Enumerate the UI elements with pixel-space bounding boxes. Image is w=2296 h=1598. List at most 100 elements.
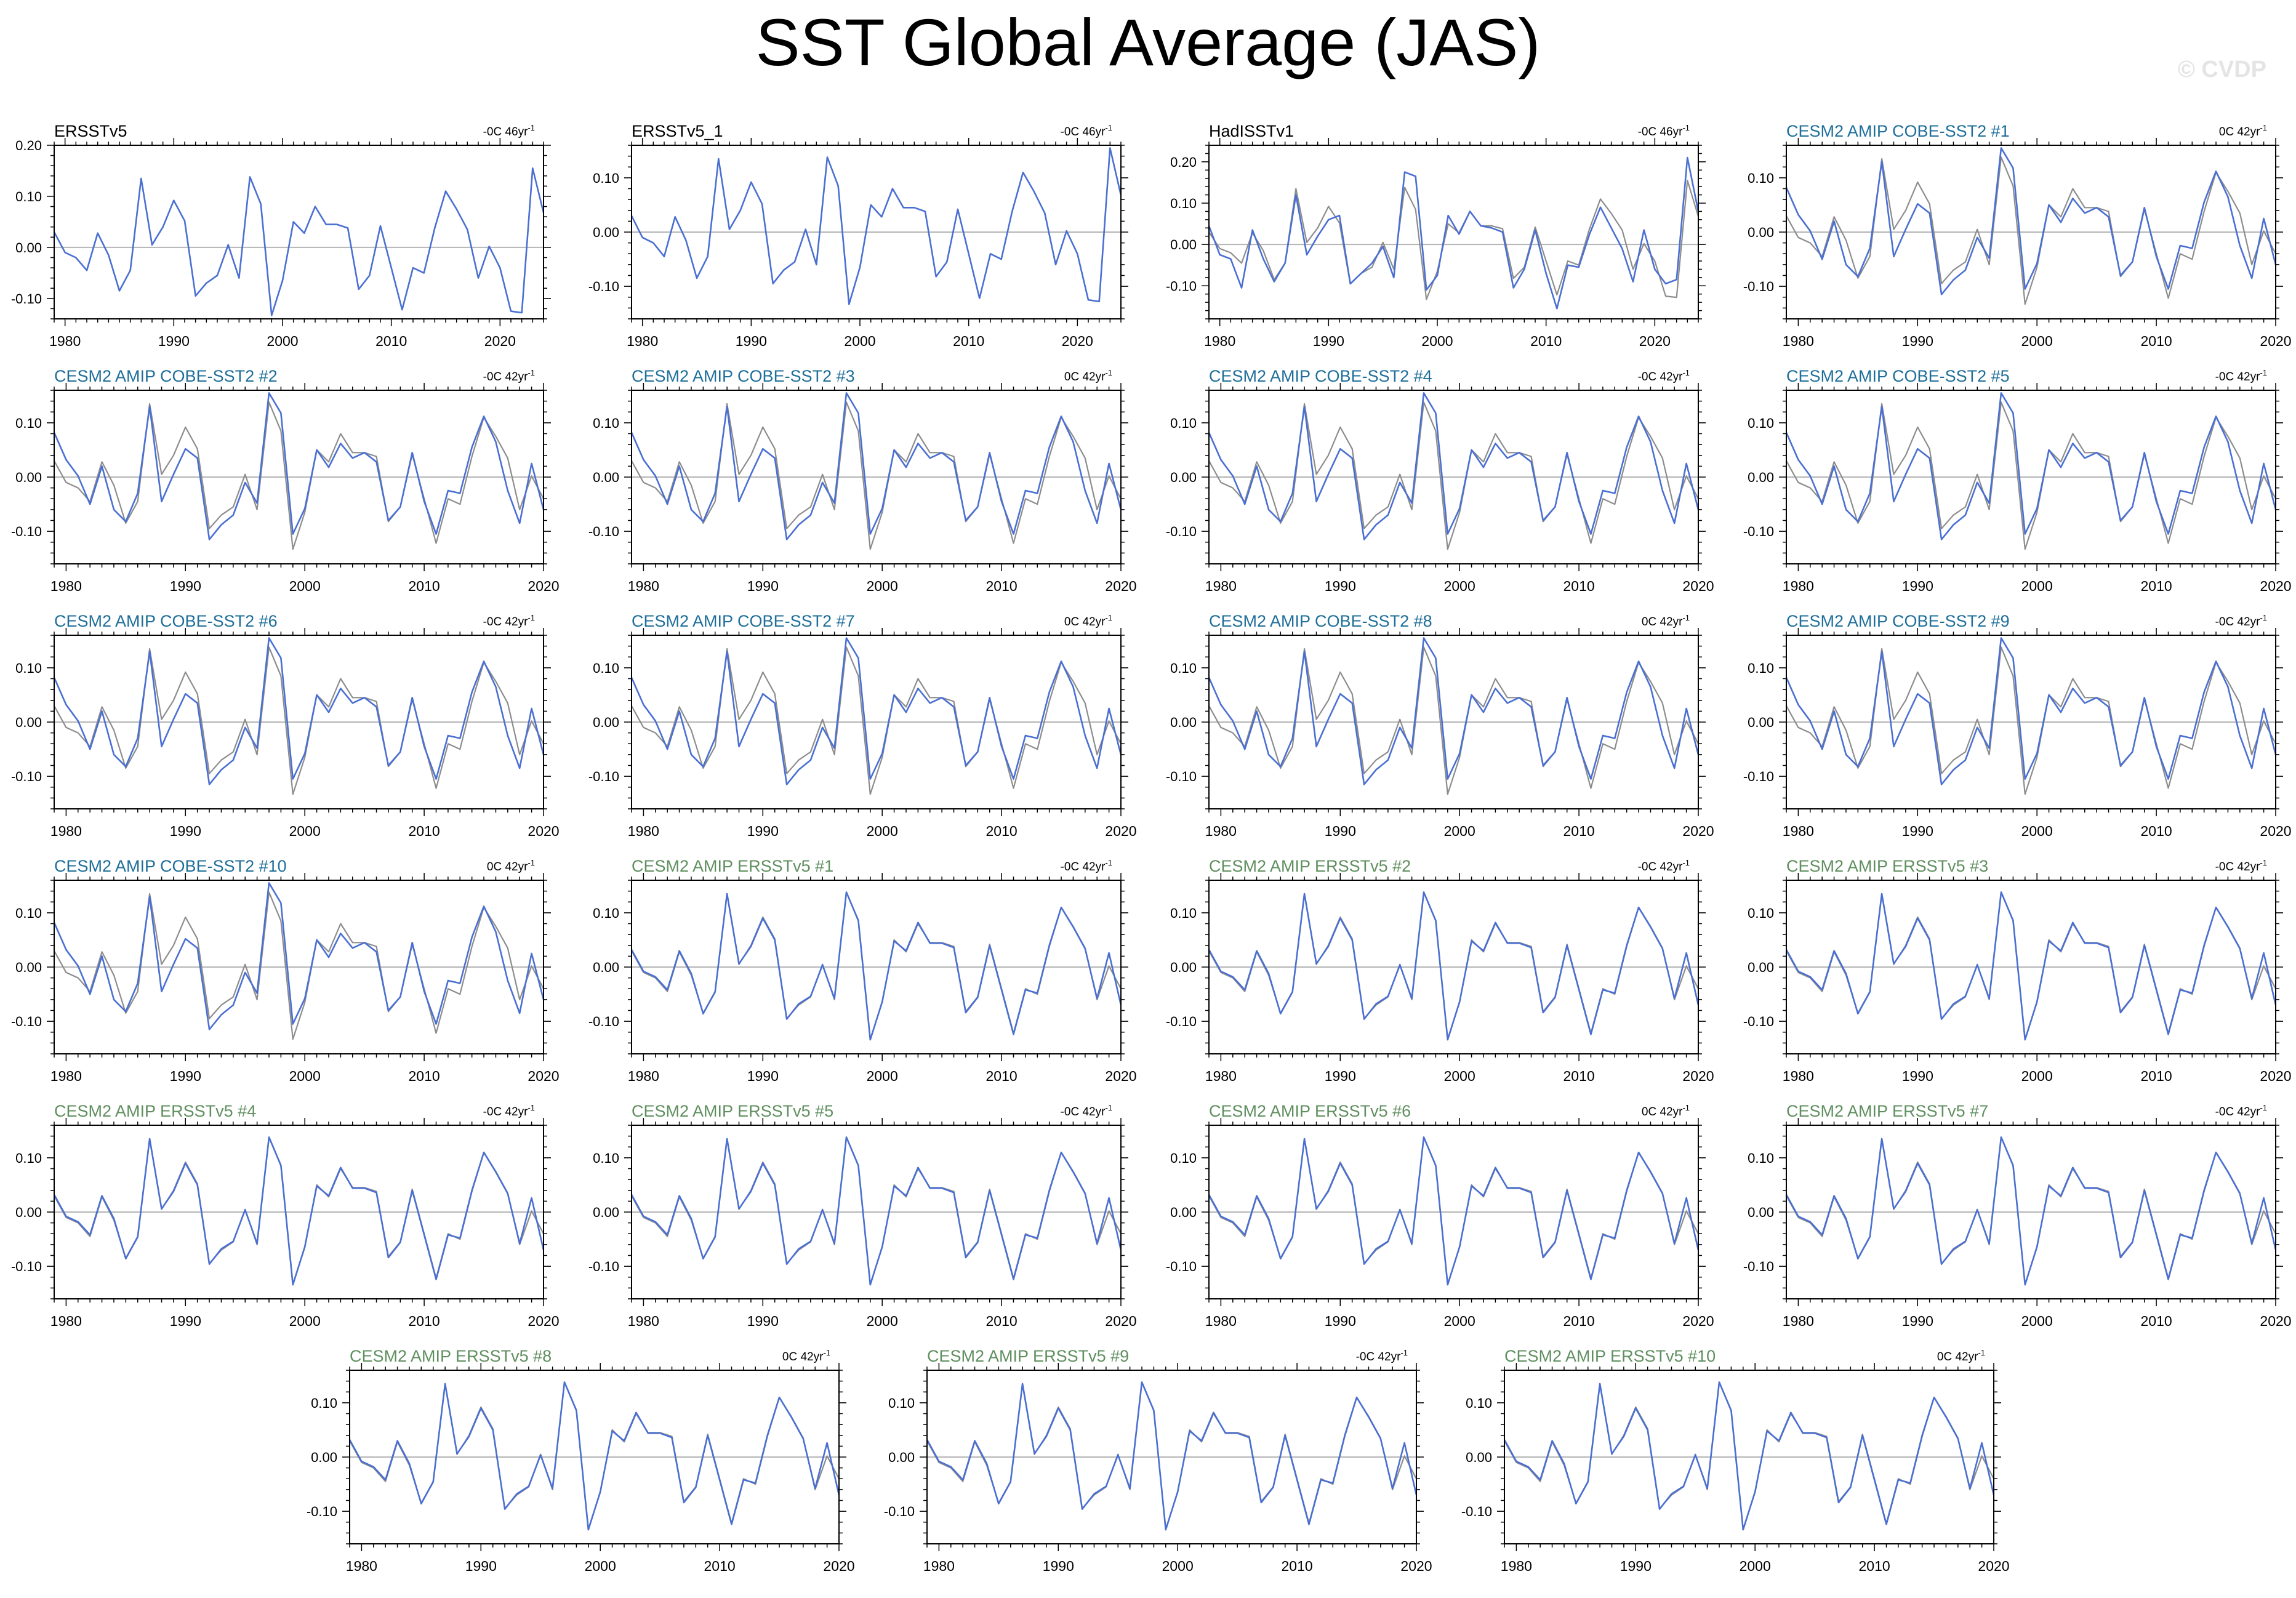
x-tick-label: 2000 <box>1444 1313 1475 1329</box>
trend-superscript: -1 <box>1682 613 1690 622</box>
y-tick-label: 0.10 <box>1748 171 1774 186</box>
x-tick-label: 1990 <box>158 333 190 349</box>
x-tick-label: 2020 <box>484 333 516 349</box>
x-tick-label: 2020 <box>528 1313 559 1329</box>
x-tick-label: 1990 <box>1313 333 1344 349</box>
y-tick-label: 0.10 <box>1170 660 1197 676</box>
x-tick-label: 1990 <box>1325 1313 1356 1329</box>
trend-superscript: -1 <box>1105 858 1112 867</box>
y-tick-label: 0.10 <box>1170 416 1197 431</box>
x-tick-label: 1980 <box>1783 1068 1814 1084</box>
panel-title: CESM2 AMIP COBE-SST2 #7 <box>632 612 855 630</box>
y-tick-label: 0.10 <box>15 1150 42 1166</box>
observed-series-line <box>1208 1136 1699 1285</box>
x-tick-label: 1990 <box>170 1313 201 1329</box>
x-tick-label: 2000 <box>1444 823 1475 839</box>
trend-label: -0C 46yr-1 <box>1638 123 1690 139</box>
panel-cesm2-amip-cobe-sst2-2: CESM2 AMIP COBE-SST2 #2 -0C 42yr-1 1980 199… <box>11 367 560 594</box>
x-tick-label: 1980 <box>1205 1313 1237 1329</box>
x-tick-label: 1980 <box>628 823 659 839</box>
x-tick-label: 1990 <box>170 1068 201 1084</box>
x-tick-label: 2010 <box>1859 1558 1890 1574</box>
y-tick-label: 0.00 <box>1748 225 1774 240</box>
y-tick-label: 0.20 <box>1170 155 1197 170</box>
y-tick-label: 0.10 <box>1466 1395 1492 1411</box>
y-tick-label: 0.10 <box>593 416 619 431</box>
panel-title: CESM2 AMIP COBE-SST2 #1 <box>1786 122 2010 140</box>
y-tick-label: 0.10 <box>1748 1150 1774 1166</box>
x-tick-label: 1980 <box>923 1558 955 1574</box>
model-series-line <box>1208 637 1700 785</box>
y-tick-label: 0.10 <box>1748 660 1774 676</box>
y-tick-label: 0.00 <box>593 225 619 240</box>
x-tick-label: 1990 <box>1902 1313 1933 1329</box>
panel-cesm2-amip-cobe-sst2-3: CESM2 AMIP COBE-SST2 #3 0C 42yr-1 1980 1990… <box>588 367 1137 594</box>
x-tick-label: 1990 <box>1325 1068 1356 1084</box>
x-tick-label: 1980 <box>628 1068 659 1084</box>
trend-label: -0C 42yr-1 <box>2215 613 2267 628</box>
x-tick-label: 2010 <box>1563 823 1595 839</box>
model-series-line <box>1208 1136 1700 1286</box>
y-tick-label: 0.00 <box>1170 715 1197 730</box>
trend-superscript: -1 <box>1978 1348 1985 1357</box>
panel-title: CESM2 AMIP COBE-SST2 #2 <box>54 367 278 385</box>
y-tick-label: 0.00 <box>1748 715 1774 730</box>
model-series-line <box>53 167 545 316</box>
model-series-line <box>1785 1136 2277 1286</box>
x-tick-label: 1990 <box>1620 1558 1652 1574</box>
x-tick-label: 2010 <box>986 1313 1018 1329</box>
x-tick-label: 2000 <box>1444 1068 1475 1084</box>
x-tick-label: 1990 <box>747 1068 779 1084</box>
observed-series-line <box>1208 180 1700 300</box>
y-tick-label: 0.10 <box>1170 196 1197 211</box>
y-tick-label: 0.00 <box>888 1450 915 1465</box>
panel-cesm2-amip-ersstv5-1: CESM2 AMIP ERSSTv5 #1 -0C 42yr-1 1980 1990 2… <box>588 857 1137 1084</box>
trend-label: 0C 42yr-1 <box>487 858 535 873</box>
panel-title: HadISSTv1 <box>1209 122 1294 140</box>
model-series-line <box>630 392 1122 540</box>
x-tick-label: 1980 <box>1204 333 1235 349</box>
y-tick-label: 0.00 <box>1748 960 1774 975</box>
trend-label: -0C 46yr-1 <box>483 123 535 139</box>
trend-superscript: -1 <box>528 613 535 622</box>
y-tick-label: -0.10 <box>588 1014 619 1029</box>
x-tick-label: 1980 <box>1783 578 1814 594</box>
panel-title: CESM2 AMIP COBE-SST2 #9 <box>1786 612 2010 630</box>
panel-cesm2-amip-cobe-sst2-8: CESM2 AMIP COBE-SST2 #8 0C 42yr-1 1980 1990… <box>1166 612 1714 839</box>
x-tick-label: 2020 <box>1682 823 1714 839</box>
x-tick-label: 2020 <box>1062 333 1093 349</box>
x-tick-label: 2010 <box>1563 1313 1595 1329</box>
x-tick-label: 2020 <box>1105 1313 1136 1329</box>
panel-title: CESM2 AMIP COBE-SST2 #10 <box>54 857 287 875</box>
x-tick-label: 2020 <box>1978 1558 2009 1574</box>
trend-label: 0C 42yr-1 <box>2219 123 2267 139</box>
panel-title: CESM2 AMIP ERSSTv5 #2 <box>1209 857 1411 875</box>
model-series-line <box>53 882 545 1030</box>
y-tick-label: 0.10 <box>1748 905 1774 921</box>
x-tick-label: 1990 <box>747 823 779 839</box>
x-tick-label: 2000 <box>2021 823 2053 839</box>
trend-label: -0C 46yr-1 <box>1061 123 1112 139</box>
x-tick-label: 1980 <box>1783 823 1814 839</box>
y-tick-label: -0.10 <box>588 279 619 294</box>
x-tick-label: 2020 <box>528 823 559 839</box>
observed-series-line <box>631 646 1122 795</box>
trend-label: -0C 42yr-1 <box>2215 858 2267 873</box>
x-tick-label: 1990 <box>1902 1068 1933 1084</box>
x-tick-label: 2020 <box>2260 1068 2291 1084</box>
plot-frame <box>1208 145 1699 319</box>
x-tick-label: 2020 <box>528 1068 559 1084</box>
x-tick-label: 2020 <box>2260 1313 2291 1329</box>
y-tick-label: 0.10 <box>1748 416 1774 431</box>
panel-cesm2-amip-cobe-sst2-6: CESM2 AMIP COBE-SST2 #6 -0C 42yr-1 1980 199… <box>11 612 560 839</box>
model-series-line <box>1785 891 2277 1041</box>
x-tick-label: 2010 <box>409 823 440 839</box>
trend-label: -0C 42yr-1 <box>2215 368 2267 383</box>
trend-label: -0C 42yr-1 <box>1356 1348 1408 1363</box>
trend-superscript: -1 <box>2260 1103 2267 1112</box>
x-tick-label: 1980 <box>1783 333 1814 349</box>
trend-superscript: -1 <box>1105 613 1112 622</box>
x-tick-label: 1980 <box>1783 1313 1814 1329</box>
x-tick-label: 2000 <box>1444 578 1475 594</box>
x-tick-label: 1980 <box>1205 578 1237 594</box>
